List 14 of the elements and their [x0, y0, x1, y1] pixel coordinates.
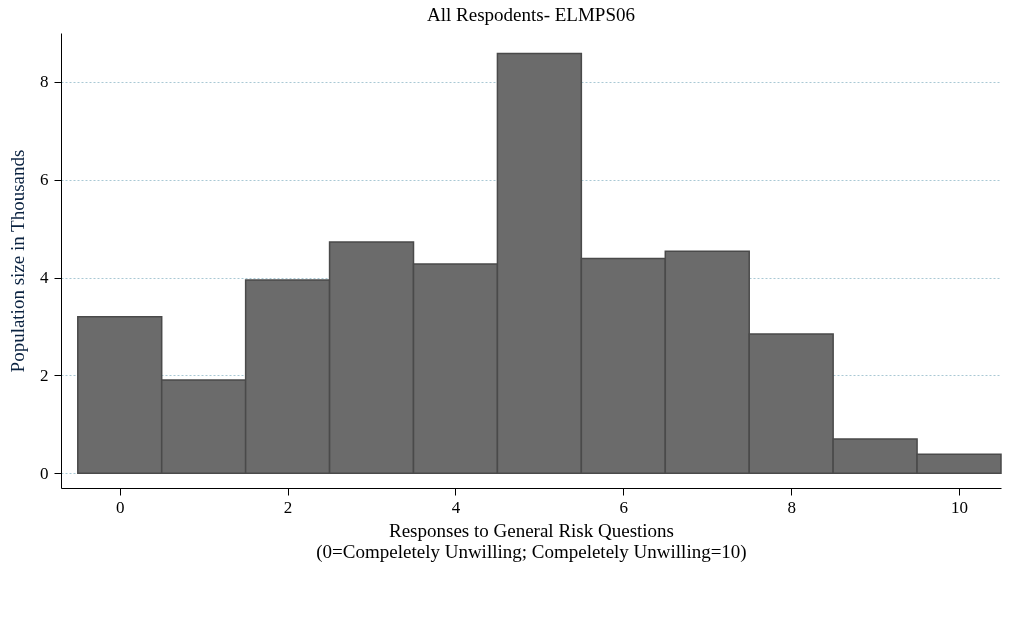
x-axis-title: Responses to General Risk Questions (0=Compeletely Unwilling; Compeletely Unwilling=10)	[316, 519, 747, 563]
chart-title: All Respodents- ELMPS06	[427, 4, 635, 25]
y-tick-label: 4	[40, 268, 49, 288]
x-tick-label: 10	[951, 497, 969, 517]
x-tick-label: 4	[451, 497, 461, 517]
x-tick-label: 8	[787, 497, 796, 517]
y-tick-label: 6	[40, 170, 49, 190]
x-tick-label: 2	[283, 497, 293, 517]
y-tick-label: 0	[40, 463, 49, 483]
x-tick-label: 0	[116, 497, 125, 517]
y-tick-label: 2	[40, 365, 49, 385]
y-axis-title: Population size in Thousands	[7, 149, 28, 373]
x-tick-label: 6	[619, 497, 629, 517]
y-tick-label: 8	[40, 72, 49, 92]
